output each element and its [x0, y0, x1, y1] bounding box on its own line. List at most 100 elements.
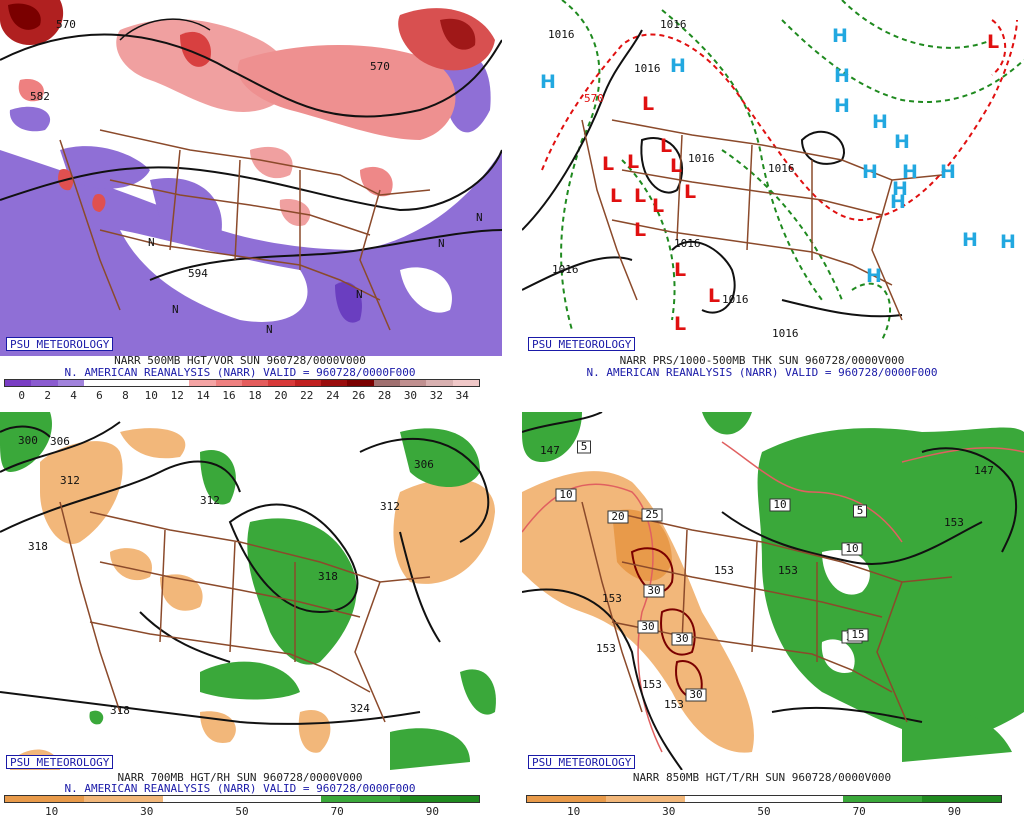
colorbar-tick: 12 [170, 389, 184, 402]
contour-label: N [356, 288, 363, 301]
contour-label: 1016 [552, 263, 579, 276]
colorbar-swatch [242, 796, 321, 802]
contour-label: 570 [370, 60, 390, 73]
svg-text:20: 20 [611, 510, 624, 523]
colorbar-swatch [189, 380, 216, 386]
contour-label: 153 [778, 564, 798, 577]
high-pressure-marker: H [890, 191, 906, 213]
contour-label: 312 [200, 494, 220, 507]
colorbar-tick: 50 [235, 805, 249, 818]
temperature-box-label: 10 [555, 488, 577, 502]
colorbar-tick: 14 [196, 389, 210, 402]
low-pressure-marker: L [674, 259, 686, 281]
contour-label: 312 [380, 500, 400, 513]
contour-label: 306 [50, 435, 70, 448]
contour-label: 1016 [722, 293, 749, 306]
low-pressure-marker: L [708, 285, 720, 307]
colorbar-swatch [163, 796, 242, 802]
psu-meteorology-badge: PSU METEOROLOGY [528, 337, 636, 351]
colorbar-swatch [347, 380, 374, 386]
high-pressure-marker: H [834, 95, 850, 117]
colorbar-tick: 22 [300, 389, 314, 402]
high-pressure-marker: H [862, 161, 878, 183]
colorbar-swatch [764, 796, 843, 802]
colorbar-tick: 24 [326, 389, 340, 402]
contour-label: 1016 [634, 62, 661, 75]
svg-text:30: 30 [675, 632, 688, 645]
high-pressure-marker: H [832, 25, 848, 47]
colorbar-swatch [922, 796, 1001, 802]
colorbar-swatch [241, 380, 269, 386]
high-pressure-marker: H [902, 161, 918, 183]
high-pressure-marker: H [892, 178, 908, 200]
temperature-box-label: 25 [641, 508, 663, 522]
colorbar-ticks: 10 30 50 70 90 [4, 805, 480, 818]
contour-label: 153 [602, 592, 622, 605]
colorbar-swatch [57, 380, 84, 386]
svg-text:15: 15 [851, 628, 864, 641]
high-pressure-marker: H [670, 55, 686, 77]
colorbar-swatch [685, 796, 764, 802]
contour-label: 318 [28, 540, 48, 553]
temperature-box-label: 30 [637, 620, 659, 634]
contour-label: N [266, 323, 273, 336]
colorbar-tick: 30 [403, 389, 418, 402]
contour-label: 1016 [548, 28, 575, 41]
colorbar-swatch [136, 380, 163, 386]
high-pressure-marker: H [894, 131, 910, 153]
colorbar-swatch [452, 380, 479, 386]
contour-label: 306 [414, 458, 434, 471]
high-pressure-marker: H [940, 161, 956, 183]
temperature-box-label: 15 [847, 628, 869, 642]
low-pressure-marker: L [602, 153, 614, 175]
colorbar-tick: 10 [44, 805, 59, 818]
svg-text:10: 10 [773, 498, 786, 511]
svg-text:10: 10 [559, 488, 572, 501]
colorbar-tick: 6 [96, 389, 103, 402]
contour-label: 318 [110, 704, 130, 717]
high-pressure-marker: H [866, 265, 882, 287]
panel-700mb-rh: 300 306 312 312 312 306 318 318 318 324 … [0, 412, 502, 818]
temperature-box-label: 5 [577, 440, 591, 454]
rh700-map: 300 306 312 312 312 306 318 318 318 324 [0, 412, 502, 770]
colorbar-swatch [31, 380, 58, 386]
contour-label: 312 [60, 474, 80, 487]
low-pressure-marker: L [684, 181, 696, 203]
colorbar-swatch [5, 796, 84, 802]
colorbar-tick: 90 [947, 805, 962, 818]
t850-map: 510101015202530303030155 147 153 153 153… [522, 412, 1024, 770]
svg-text:30: 30 [641, 620, 654, 633]
temperature-box-label: 10 [769, 498, 791, 512]
psu-meteorology-badge: PSU METEOROLOGY [528, 755, 636, 769]
colorbar-tick: 70 [852, 805, 866, 818]
low-pressure-marker: L [610, 185, 622, 207]
panel-850mb-temperature-rh: 510101015202530303030155 147 153 153 153… [522, 412, 1024, 818]
colorbar-swatch [162, 380, 190, 386]
rh-colorbar [526, 795, 1002, 803]
colorbar-swatch [606, 796, 685, 802]
colorbar-swatch [527, 796, 606, 802]
colorbar-tick: 50 [757, 805, 771, 818]
contour-label: 318 [318, 570, 338, 583]
colorbar-tick: 4 [70, 389, 77, 402]
product-title: NARR 850MB HGT/T/RH SUN 960728/0000V000 [632, 771, 892, 784]
high-pressure-marker: H [1000, 231, 1016, 253]
colorbar-tick: 16 [222, 389, 236, 402]
temperature-value-boxes: 510101015202530303030155 [555, 440, 869, 702]
contour-label: 570 [56, 18, 76, 31]
temperature-box-label: 10 [841, 542, 863, 556]
svg-text:30: 30 [647, 584, 660, 597]
low-pressure-marker: L [987, 31, 999, 53]
colorbar-swatch [5, 380, 32, 386]
colorbar-swatch [426, 380, 453, 386]
temperature-box-label: 5 [853, 504, 867, 518]
contour-label: 147 [540, 444, 560, 457]
colorbar-tick: 10 [566, 805, 581, 818]
colorbar-swatch [320, 380, 348, 386]
colorbar-tick: 30 [662, 805, 676, 818]
temperature-box-label: 30 [685, 688, 707, 702]
contour-label: 153 [642, 678, 662, 691]
colorbar-tick: 2 [44, 389, 51, 402]
